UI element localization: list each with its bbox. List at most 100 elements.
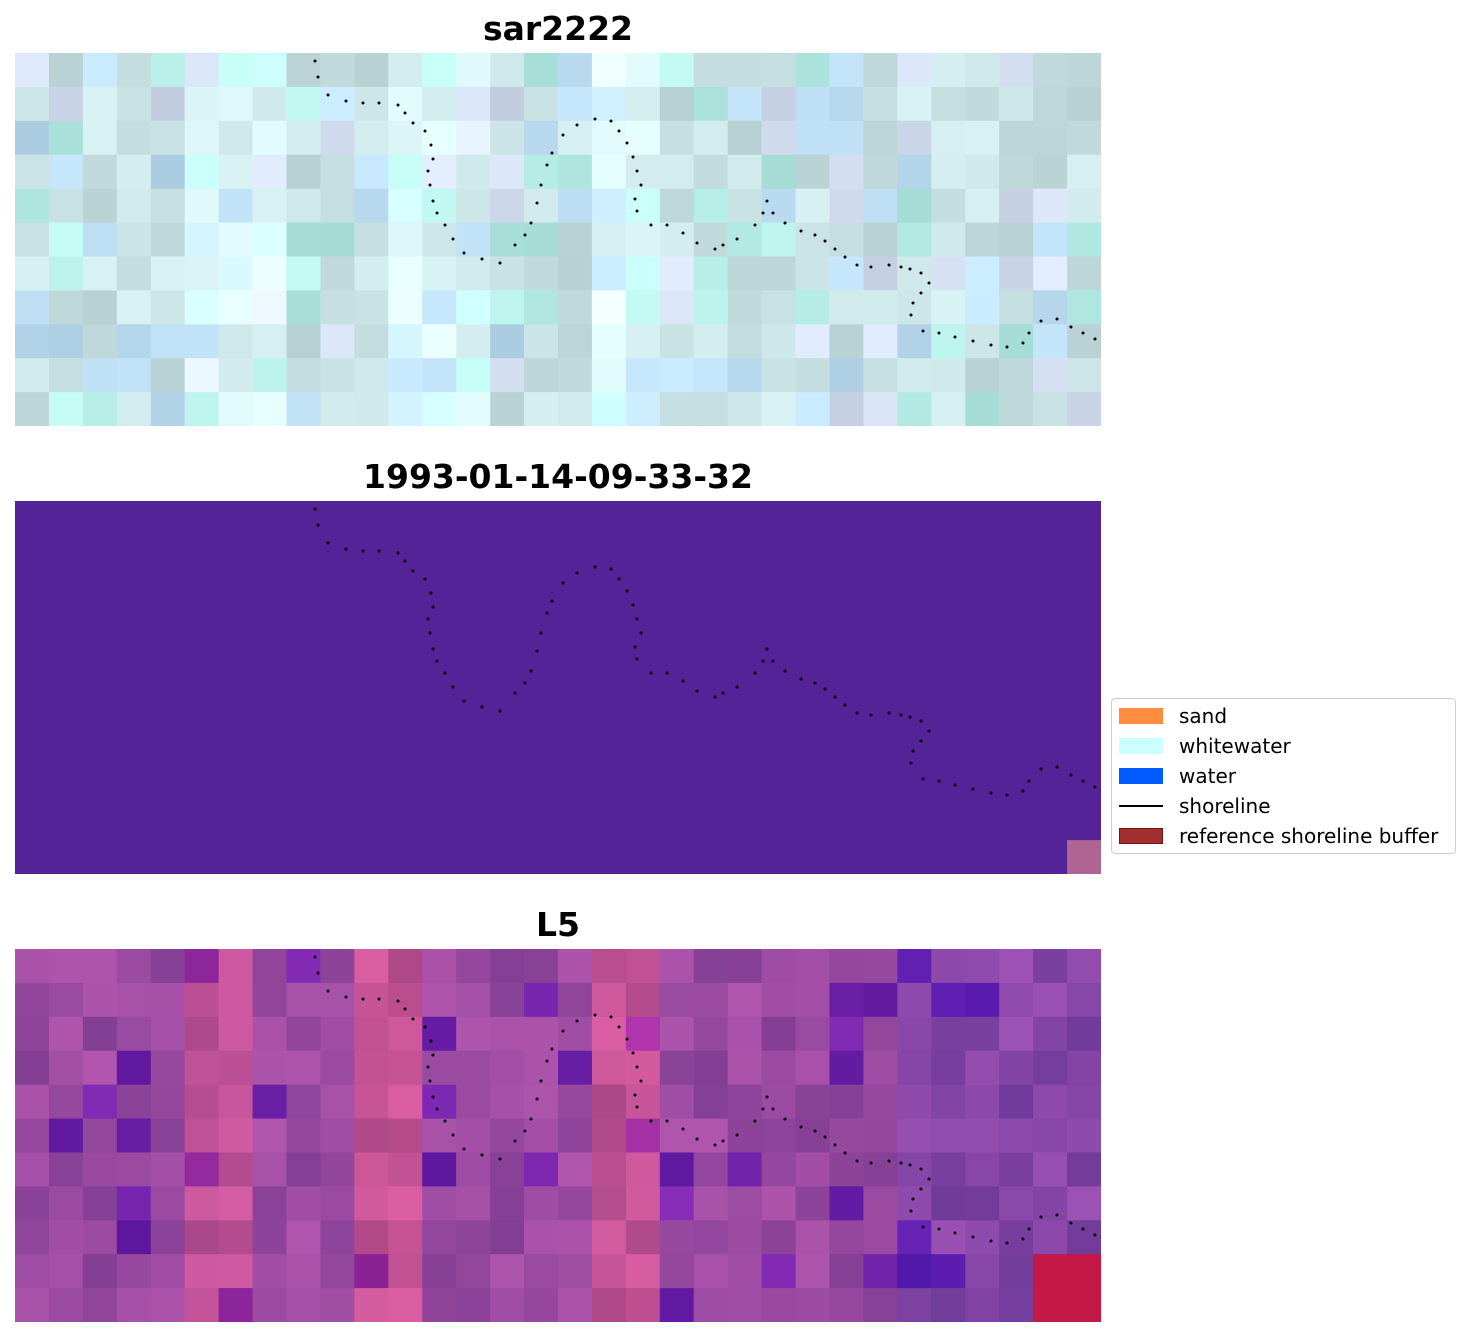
legend: sand whitewater water shoreline referenc…: [1111, 698, 1456, 854]
sar-pixel: [524, 86, 559, 122]
sar-pixel: [388, 256, 423, 291]
sar-pixel: [252, 256, 288, 291]
sar-pixel: [625, 290, 661, 325]
l5-pixel: [150, 1220, 186, 1255]
l5-pixel: [558, 1220, 593, 1255]
l5-pixel: [48, 949, 84, 984]
sar-pixel: [591, 256, 627, 291]
l5-pixel: [218, 1016, 254, 1052]
shoreline-dot: [435, 1107, 439, 1111]
sar-pixel: [48, 53, 84, 88]
l5-pixel: [116, 1152, 152, 1187]
l5-pixel: [286, 949, 322, 984]
sar-pixel: [965, 256, 1000, 291]
sar-pixel: [761, 154, 797, 190]
l5-pixel: [863, 1186, 898, 1221]
sar-pixel: [320, 222, 355, 258]
shoreline-dot: [1005, 345, 1009, 349]
sar-pixel: [693, 358, 729, 393]
shoreline-dots: [313, 507, 1097, 797]
l5-pixel: [252, 982, 288, 1018]
shoreline-dot: [799, 229, 803, 233]
shoreline-dot: [887, 711, 891, 715]
shoreline-dot: [361, 549, 365, 553]
shoreline-dot: [545, 163, 549, 167]
l5-pixel: [490, 1118, 525, 1154]
shoreline-dot: [919, 719, 923, 723]
sar-pixel: [591, 222, 627, 258]
shoreline-dot: [953, 783, 957, 787]
l5-pixel: [82, 1220, 118, 1255]
shoreline-dot: [649, 671, 653, 675]
shoreline-dot: [609, 567, 613, 571]
shoreline-dot: [428, 631, 432, 635]
l5-pixel: [625, 1288, 661, 1322]
legend-label-water: water: [1179, 764, 1236, 788]
shoreline-dot: [721, 691, 725, 695]
shoreline-dot: [1005, 1241, 1009, 1245]
l5-pixel: [388, 1050, 423, 1086]
sar-pixel: [456, 222, 491, 258]
legend-label-reference-buffer: reference shoreline buffer: [1179, 824, 1439, 848]
shoreline-dot: [713, 247, 717, 251]
shoreline-dot: [909, 1209, 913, 1213]
sar-pixel: [659, 53, 695, 88]
shoreline-dot: [1027, 1227, 1031, 1231]
sand-swatch: [1119, 708, 1163, 724]
sar-pixel: [659, 120, 695, 156]
sar-pixel: [524, 324, 559, 359]
sar-pixel: [1067, 324, 1101, 359]
l5-pixel: [625, 1152, 661, 1187]
l5-pixel: [218, 1186, 254, 1221]
shoreline-dot: [695, 1137, 699, 1141]
l5-pixel: [659, 1016, 695, 1052]
shoreline-dot: [721, 243, 725, 247]
sar-pixel: [625, 256, 661, 291]
shoreline-dot: [462, 699, 466, 703]
sar-pixel: [897, 358, 932, 393]
shoreline-dot: [908, 267, 912, 271]
l5-pixel: [252, 1084, 288, 1120]
sar-pixel: [252, 188, 288, 224]
sar-pixel: [1033, 53, 1068, 88]
l5-pixel: [727, 1288, 763, 1322]
l5-pixel: [897, 1084, 932, 1120]
shoreline-dot: [593, 565, 597, 569]
l5-pixel: [490, 1084, 525, 1120]
l5-pixel: [761, 1288, 797, 1322]
shoreline-dots: [313, 955, 1097, 1245]
sar-pixel: [490, 86, 525, 122]
sar-pixel: [116, 154, 152, 190]
l5-pixel: [591, 1152, 627, 1187]
sar-pixel: [693, 222, 729, 258]
shoreline-dot: [535, 201, 539, 205]
l5-pixel: [388, 1118, 423, 1154]
shoreline-dot: [435, 659, 439, 663]
l5-pixel: [388, 982, 423, 1018]
sar-pixel: [218, 222, 254, 258]
sar-pixel: [422, 256, 457, 291]
sar-pixel: [354, 188, 389, 224]
sar-pixel: [1067, 154, 1101, 190]
shoreline-dot: [539, 631, 543, 635]
shoreline-dot: [899, 265, 903, 269]
shoreline-dot: [735, 237, 739, 241]
shoreline-dot: [921, 329, 925, 333]
l5-pixel: [320, 1186, 355, 1221]
sar-pixel: [150, 256, 186, 291]
sar-pixel: [558, 222, 593, 258]
sar-pixel: [761, 86, 797, 122]
l5-pixel: [116, 1220, 152, 1255]
shoreline-dot: [545, 1059, 549, 1063]
l5-pixel: [1033, 1050, 1068, 1086]
l5-pixel: [965, 1118, 1000, 1154]
sar-pixel: [659, 358, 695, 393]
l5-pixel: [524, 1186, 559, 1221]
l5-pixel: [965, 1186, 1000, 1221]
sar-pixel: [82, 120, 118, 156]
sar-pixel: [795, 290, 831, 325]
l5-pixel: [931, 1084, 966, 1120]
sar-pixel: [897, 324, 932, 359]
l5-pixel: [1033, 1288, 1068, 1322]
sar-pixel: [184, 222, 220, 258]
